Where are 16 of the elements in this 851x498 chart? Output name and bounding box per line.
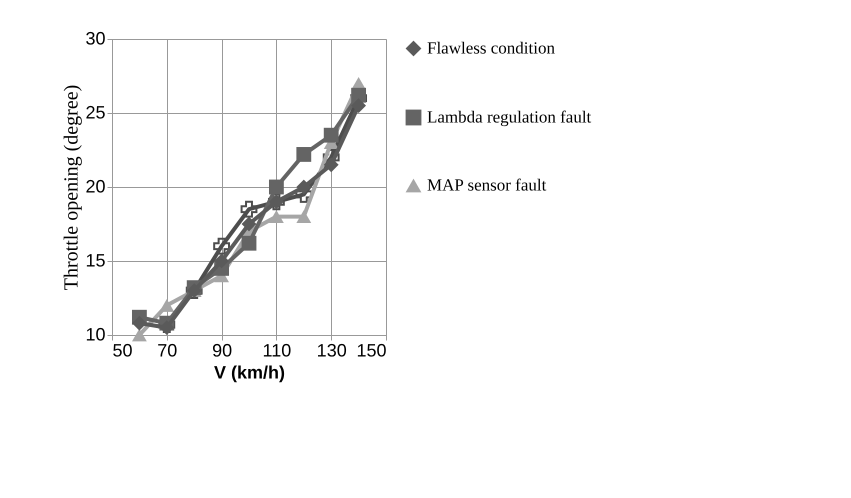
y-tick-label: 25: [85, 102, 106, 122]
x-tick-label: 110: [262, 340, 292, 360]
y-tick-label: 30: [85, 28, 106, 48]
legend-label: Flawless condition: [427, 38, 556, 58]
x-tick-label: 50: [112, 340, 133, 360]
y-tick-label: 10: [85, 324, 106, 344]
y-tick-label: 15: [85, 250, 106, 270]
legend-label: Lambda regulation fault: [427, 108, 592, 126]
x-tick-label: 70: [157, 340, 178, 360]
x-tick-label: 130: [316, 340, 347, 360]
y-tick-label: 20: [85, 176, 106, 196]
x-axis-title: V (km/h): [214, 362, 286, 382]
y-axis-title: Throttle opening (degree): [60, 84, 82, 290]
x-tick-label: 90: [212, 340, 232, 360]
legend-label: MAP sensor fault: [427, 176, 547, 194]
x-tick-label: 150: [356, 340, 386, 360]
